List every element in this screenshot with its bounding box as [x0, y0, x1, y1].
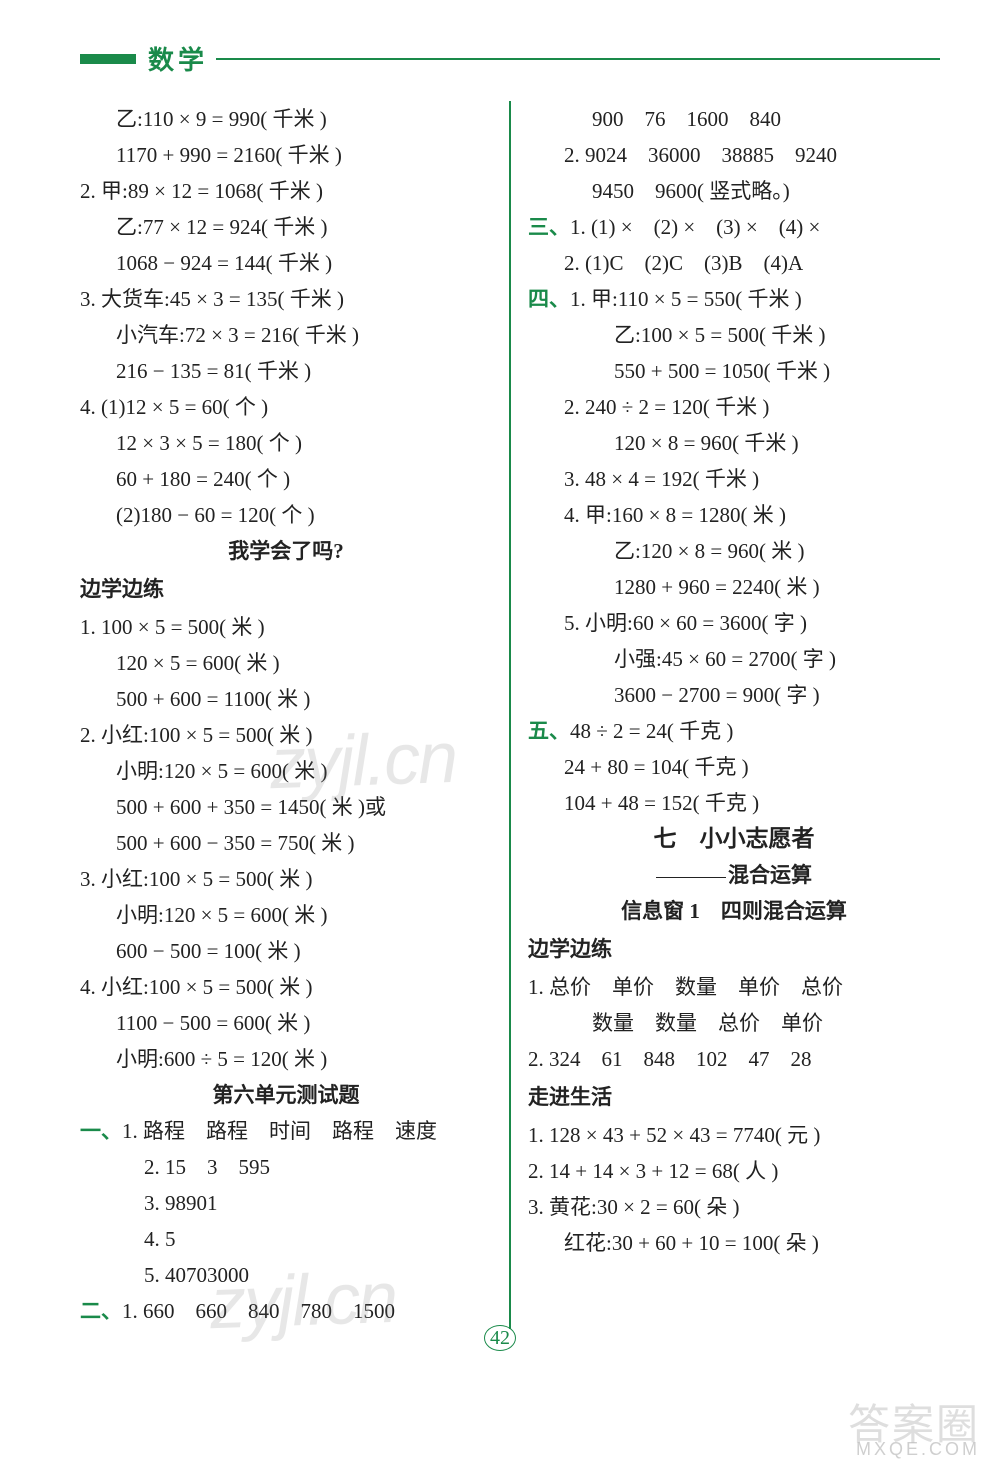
- text-line: 1280 + 960 = 2240( 米 ): [528, 569, 940, 605]
- text-line: 2. 324 61 848 102 47 28: [528, 1041, 940, 1077]
- page-number-value: 42: [484, 1325, 516, 1351]
- text-line: 2. 240 ÷ 2 = 120( 千米 ): [528, 389, 940, 425]
- text-line: 5. 小明:60 × 60 = 3600( 字 ): [528, 605, 940, 641]
- text-line: 120 × 8 = 960( 千米 ): [528, 425, 940, 461]
- text-line: 4. 5: [80, 1221, 492, 1257]
- text-line: 乙:110 × 9 = 990( 千米 ): [80, 101, 492, 137]
- text-line: 小汽车:72 × 3 = 216( 千米 ): [80, 317, 492, 353]
- text-line: 小明:120 × 5 = 600( 米 ): [80, 897, 492, 933]
- text-line: 乙:77 × 12 = 924( 千米 ): [80, 209, 492, 245]
- section-heading: 我学会了吗?: [80, 533, 492, 569]
- text-line: 3. 48 × 4 = 192( 千米 ): [528, 461, 940, 497]
- text-line: 小明:120 × 5 = 600( 米 ): [80, 753, 492, 789]
- text-line: 550 + 500 = 1050( 千米 ): [528, 353, 940, 389]
- text-line: 2. 14 + 14 × 3 + 12 = 68( 人 ): [528, 1153, 940, 1189]
- text-line: 数量 数量 总价 单价: [528, 1005, 940, 1041]
- text-line: 小明:600 ÷ 5 = 120( 米 ): [80, 1041, 492, 1077]
- text-line: 500 + 600 = 1100( 米 ): [80, 681, 492, 717]
- text-line: 900 76 1600 840: [528, 101, 940, 137]
- subject-title: 数学: [148, 40, 208, 77]
- text-line: 9450 9600( 竖式略。): [528, 173, 940, 209]
- text-line: 红花:30 + 60 + 10 = 100( 朵 ): [528, 1225, 940, 1261]
- text-line: 500 + 600 − 350 = 750( 米 ): [80, 825, 492, 861]
- text-line: 乙:120 × 8 = 960( 米 ): [528, 533, 940, 569]
- watermark: MXQE.COM: [856, 1439, 980, 1460]
- page-header: 数学: [80, 40, 940, 77]
- text-span: 1. 660 660 840 780 1500: [122, 1299, 395, 1323]
- text-line: 4. 甲:160 × 8 = 1280( 米 ): [528, 497, 940, 533]
- page: 数学 乙:110 × 9 = 990( 千米 ) 1170 + 990 = 21…: [0, 0, 1000, 1359]
- text-line: 4. 小红:100 × 5 = 500( 米 ): [80, 969, 492, 1005]
- watermark: 答案圈: [848, 1391, 980, 1452]
- text-line: 乙:100 × 5 = 500( 千米 ): [528, 317, 940, 353]
- text-line: 500 + 600 + 350 = 1450( 米 )或: [80, 789, 492, 825]
- text-line: 3. 大货车:45 × 3 = 135( 千米 ): [80, 281, 492, 317]
- text-line: 二、1. 660 660 840 780 1500: [80, 1293, 492, 1329]
- text-line: 2. 9024 36000 38885 9240: [528, 137, 940, 173]
- chapter-subtitle: 混合运算: [528, 857, 940, 893]
- text-line: 4. (1)12 × 5 = 60( 个 ): [80, 389, 492, 425]
- text-line: 120 × 5 = 600( 米 ): [80, 645, 492, 681]
- text-line: 3. 小红:100 × 5 = 500( 米 ): [80, 861, 492, 897]
- text-line: 24 + 80 = 104( 千克 ): [528, 749, 940, 785]
- page-number: 42: [0, 1325, 1000, 1351]
- header-rule: [216, 58, 940, 60]
- section-heading: 走进生活: [528, 1077, 940, 1117]
- text-line: 一、1. 路程 路程 时间 路程 速度: [80, 1113, 492, 1149]
- text-line: 2. 甲:89 × 12 = 1068( 千米 ): [80, 173, 492, 209]
- text-line: 2. 小红:100 × 5 = 500( 米 ): [80, 717, 492, 753]
- left-column: 乙:110 × 9 = 990( 千米 ) 1170 + 990 = 2160(…: [80, 101, 502, 1329]
- section-heading: 边学边练: [528, 929, 940, 969]
- text-span: 混合运算: [728, 863, 812, 887]
- section-heading: 信息窗 1 四则混合运算: [528, 893, 940, 929]
- text-line: 216 − 135 = 81( 千米 ): [80, 353, 492, 389]
- text-span: 48 ÷ 2 = 24( 千克 ): [570, 719, 733, 743]
- chapter-title: 七 小小志愿者: [528, 821, 940, 857]
- text-line: 1068 − 924 = 144( 千米 ): [80, 245, 492, 281]
- text-line: 3. 98901: [80, 1185, 492, 1221]
- column-divider: [509, 101, 511, 1329]
- text-line: 3. 黄花:30 × 2 = 60( 朵 ): [528, 1189, 940, 1225]
- text-line: 1. 128 × 43 + 52 × 43 = 7740( 元 ): [528, 1117, 940, 1153]
- text-line: 四、1. 甲:110 × 5 = 550( 千米 ): [528, 281, 940, 317]
- dash-icon: [656, 877, 726, 878]
- text-line: 三、1. (1) × (2) × (3) × (4) ×: [528, 209, 940, 245]
- text-line: 1100 − 500 = 600( 米 ): [80, 1005, 492, 1041]
- right-column: 900 76 1600 840 2. 9024 36000 38885 9240…: [502, 101, 940, 1329]
- text-span: 1. 路程 路程 时间 路程 速度: [122, 1119, 437, 1143]
- content-columns: 乙:110 × 9 = 990( 千米 ) 1170 + 990 = 2160(…: [80, 101, 940, 1329]
- section-heading: 边学边练: [80, 569, 492, 609]
- text-line: 1. 100 × 5 = 500( 米 ): [80, 609, 492, 645]
- text-line: 104 + 48 = 152( 千克 ): [528, 785, 940, 821]
- text-line: 小强:45 × 60 = 2700( 字 ): [528, 641, 940, 677]
- text-line: 2. 15 3 595: [80, 1149, 492, 1185]
- text-line: 1. 总价 单价 数量 单价 总价: [528, 969, 940, 1005]
- text-line: 5. 40703000: [80, 1257, 492, 1293]
- header-bar: [80, 54, 136, 64]
- text-line: 2. (1)C (2)C (3)B (4)A: [528, 245, 940, 281]
- text-line: 12 × 3 × 5 = 180( 个 ): [80, 425, 492, 461]
- section-heading: 第六单元测试题: [80, 1077, 492, 1113]
- text-line: (2)180 − 60 = 120( 个 ): [80, 497, 492, 533]
- text-line: 600 − 500 = 100( 米 ): [80, 933, 492, 969]
- text-span: 1. (1) × (2) × (3) × (4) ×: [570, 215, 820, 239]
- text-span: 1. 甲:110 × 5 = 550( 千米 ): [570, 287, 802, 311]
- text-line: 1170 + 990 = 2160( 千米 ): [80, 137, 492, 173]
- text-line: 60 + 180 = 240( 个 ): [80, 461, 492, 497]
- text-line: 五、48 ÷ 2 = 24( 千克 ): [528, 713, 940, 749]
- text-line: 3600 − 2700 = 900( 字 ): [528, 677, 940, 713]
